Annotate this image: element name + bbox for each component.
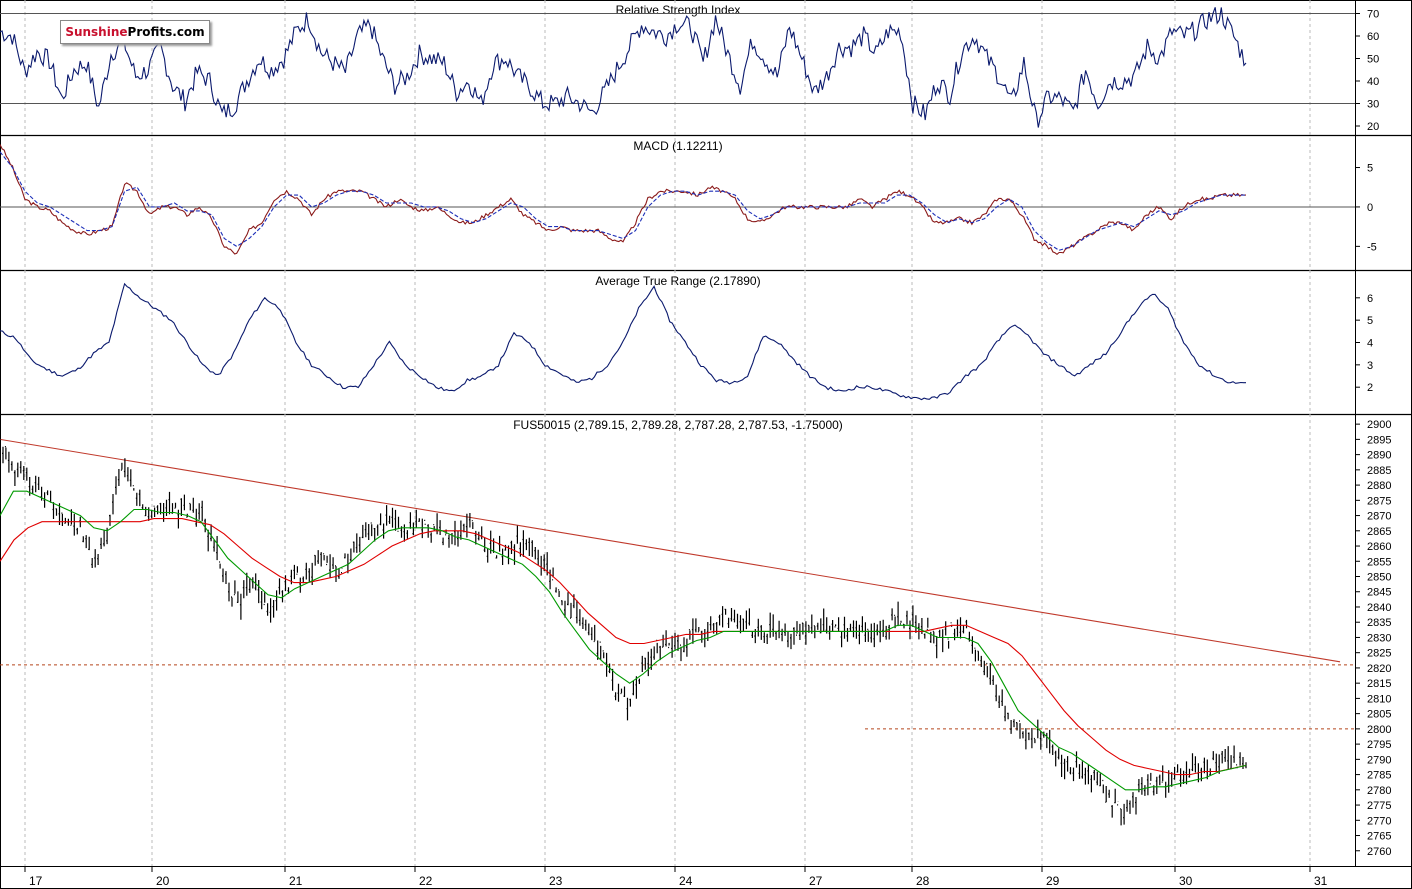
y-tick-label: 2765 [1367, 831, 1391, 843]
panel-0: Relative Strength Index 20 30 40 50 60 70 [0, 3, 1379, 133]
x-tick-label: 22 [419, 874, 433, 888]
y-tick-label: 30 [1367, 99, 1379, 111]
y-tick-label: 2 [1367, 382, 1373, 394]
y-tick-label: 2870 [1367, 511, 1391, 523]
atr-line [0, 282, 1246, 401]
y-tick-label: 2850 [1367, 572, 1391, 584]
y-tick-label: 2780 [1367, 785, 1391, 797]
y-tick-label: 2795 [1367, 739, 1391, 751]
declining-trend-line [0, 438, 1341, 663]
y-tick-label: 2855 [1367, 556, 1391, 568]
y-tick-label: 4 [1367, 338, 1373, 350]
y-tick-label: 50 [1367, 54, 1379, 66]
y-tick-label: 2900 [1367, 419, 1391, 431]
x-tick-label: 29 [1046, 874, 1060, 888]
x-tick-label: 23 [549, 874, 563, 888]
x-tick-label: 20 [156, 874, 170, 888]
y-tick-label: 5 [1367, 163, 1373, 175]
panel-2: Average True Range (2.17890) 2 3 4 5 6 [0, 274, 1373, 401]
y-tick-label: 2810 [1367, 693, 1391, 705]
panel-1: MACD (1.12211) -5 0 5 [0, 139, 1377, 256]
y-tick-label: 2835 [1367, 617, 1391, 629]
x-tick-label: 30 [1179, 874, 1193, 888]
logo-part-1: Sunshine [65, 25, 128, 39]
x-tick-label: 24 [679, 874, 693, 888]
y-tick-label: 2785 [1367, 770, 1391, 782]
panel-title: Relative Strength Index [616, 3, 741, 17]
sunshine-profits-logo: SunshineProfits.com [60, 20, 210, 44]
y-tick-label: 2840 [1367, 602, 1391, 614]
y-tick-label: 2775 [1367, 800, 1391, 812]
moving-average-slow [0, 518, 1247, 776]
y-tick-label: 6 [1367, 293, 1373, 305]
y-tick-label: 2895 [1367, 434, 1391, 446]
y-tick-label: 2760 [1367, 846, 1391, 858]
price-bars [0, 436, 1247, 826]
y-tick-label: 2880 [1367, 480, 1391, 492]
y-tick-label: 2845 [1367, 587, 1391, 599]
moving-average-fast [0, 490, 1247, 791]
x-tick-label: 21 [289, 874, 303, 888]
x-tick-label: 17 [29, 874, 43, 888]
y-tick-label: 2875 [1367, 495, 1391, 507]
y-tick-label: 2770 [1367, 815, 1391, 827]
macd-line [0, 144, 1246, 256]
y-tick-label: 70 [1367, 9, 1379, 21]
y-tick-label: 3 [1367, 360, 1373, 372]
y-tick-label: 2815 [1367, 678, 1391, 690]
rsi-line [0, 7, 1247, 128]
logo-part-2: Profits.com [127, 25, 205, 39]
y-tick-label: 2885 [1367, 465, 1391, 477]
y-tick-label: 0 [1367, 202, 1373, 214]
y-tick-label: 2890 [1367, 450, 1391, 462]
y-tick-label: 60 [1367, 31, 1379, 43]
y-tick-label: -5 [1367, 241, 1377, 253]
x-tick-label: 31 [1314, 874, 1328, 888]
x-tick-label: 27 [809, 874, 823, 888]
y-tick-label: 40 [1367, 76, 1379, 88]
y-tick-label: 2825 [1367, 648, 1391, 660]
panel-3: FUS50015 (2,789.15, 2,789.28, 2,787.28, … [0, 418, 1391, 858]
panel-title: MACD (1.12211) [633, 139, 722, 153]
y-tick-label: 2865 [1367, 526, 1391, 538]
y-tick-label: 5 [1367, 315, 1373, 327]
macd-signal-line [0, 151, 1246, 251]
y-tick-label: 2860 [1367, 541, 1391, 553]
y-tick-label: 2805 [1367, 709, 1391, 721]
y-tick-label: 2830 [1367, 632, 1391, 644]
y-tick-label: 20 [1367, 121, 1379, 133]
y-tick-label: 2820 [1367, 663, 1391, 675]
y-tick-label: 2800 [1367, 724, 1391, 736]
x-tick-label: 28 [916, 874, 930, 888]
y-tick-label: 2790 [1367, 754, 1391, 766]
panel-title: Average True Range (2.17890) [595, 274, 760, 288]
panel-title: FUS50015 (2,789.15, 2,789.28, 2,787.28, … [513, 418, 843, 432]
